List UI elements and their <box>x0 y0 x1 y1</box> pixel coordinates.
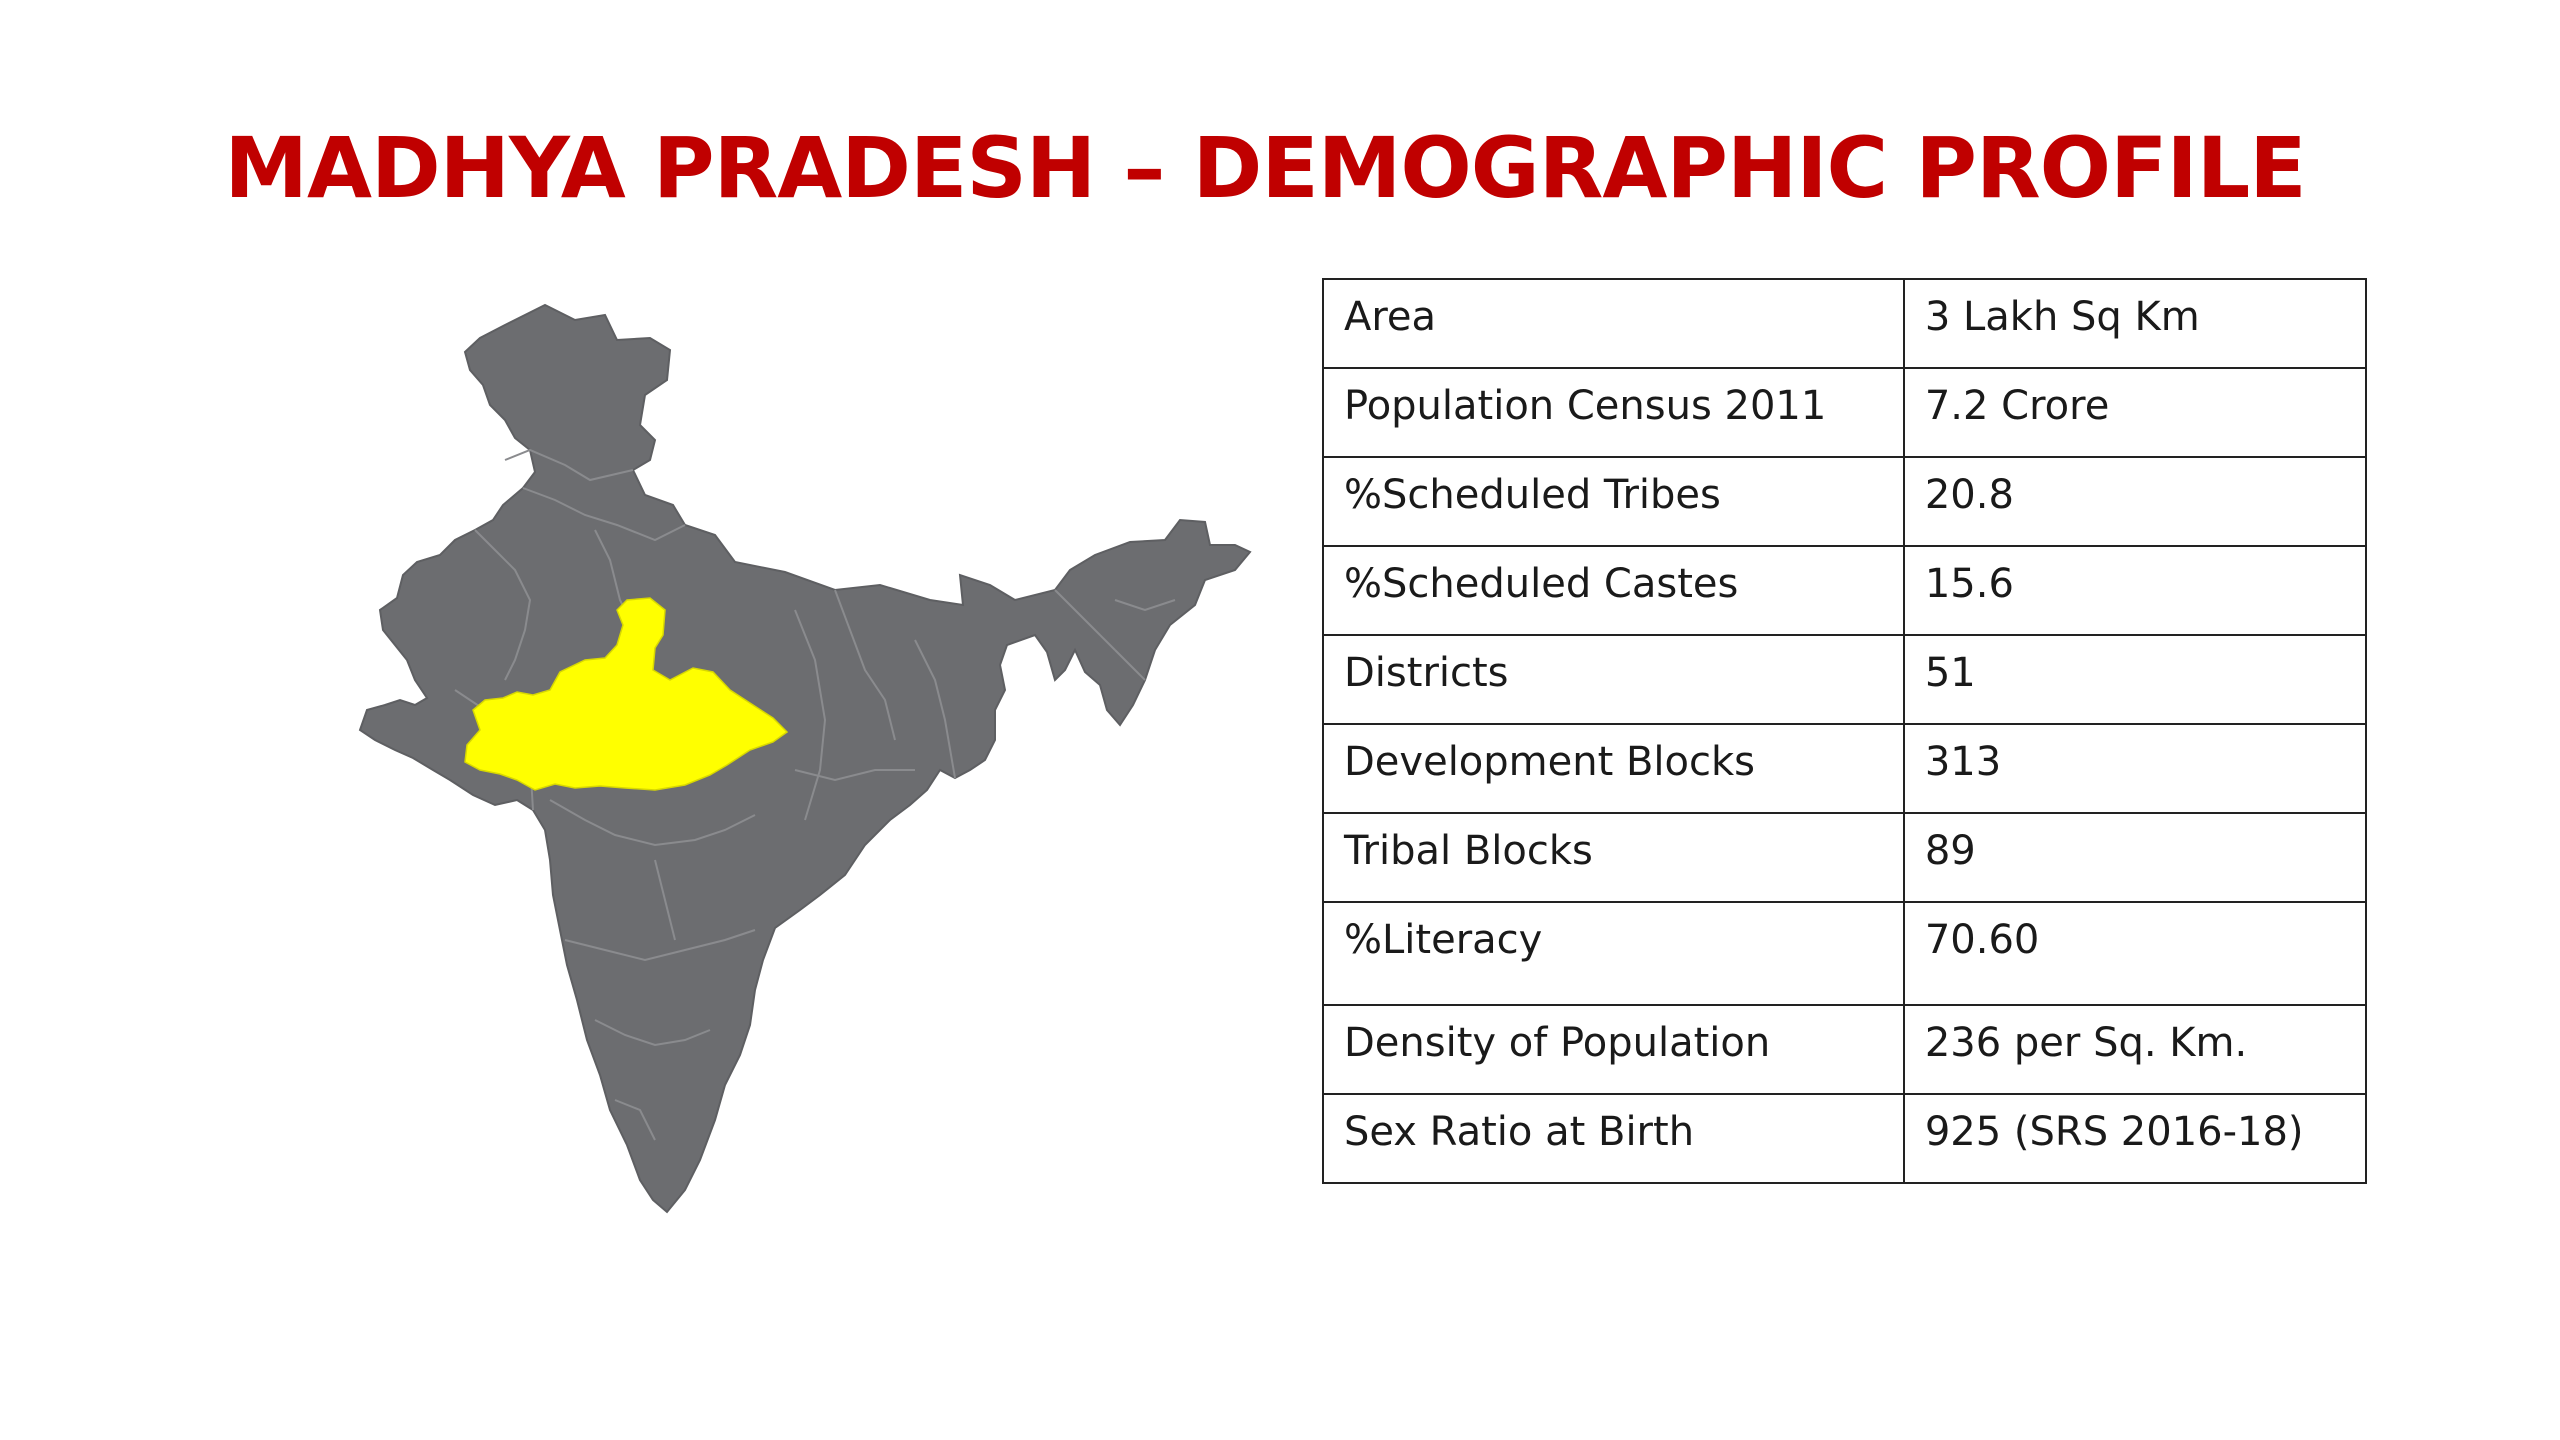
india-outline <box>358 303 1252 1214</box>
madhya-pradesh-highlight <box>464 597 789 791</box>
row-value: 925 (SRS 2016-18) <box>1902 1093 2368 1184</box>
row-value: 89 <box>1902 812 2368 903</box>
table-row-scheduled-tribes: %Scheduled Tribes 20.8 <box>1322 456 2368 547</box>
row-value: 15.6 <box>1902 545 2368 636</box>
table-row-scheduled-castes: %Scheduled Castes 15.6 <box>1322 545 2368 636</box>
row-label: Density of Population <box>1322 1004 1905 1095</box>
table-row-sex-ratio: Sex Ratio at Birth 925 (SRS 2016-18) <box>1322 1093 2368 1184</box>
table-row-districts: Districts 51 <box>1322 634 2368 725</box>
row-value: 313 <box>1902 723 2368 814</box>
table-row-development-blocks: Development Blocks 313 <box>1322 723 2368 814</box>
row-value: 20.8 <box>1902 456 2368 547</box>
row-label: %Literacy <box>1322 901 1905 1006</box>
table-row-literacy: %Literacy 70.60 <box>1322 901 2368 1006</box>
row-label: Sex Ratio at Birth <box>1322 1093 1905 1184</box>
row-label: Tribal Blocks <box>1322 812 1905 903</box>
india-map-svg <box>358 303 1252 1214</box>
slide-title: MADHYA PRADESH – DEMOGRAPHIC PROFILE <box>224 119 2306 218</box>
demographic-profile-table: Area 3 Lakh Sq Km Population Census 2011… <box>1322 278 2368 1184</box>
state-borders <box>454 448 1176 1141</box>
table-row-tribal-blocks: Tribal Blocks 89 <box>1322 812 2368 903</box>
table-row-area: Area 3 Lakh Sq Km <box>1322 278 2368 369</box>
row-label: Development Blocks <box>1322 723 1905 814</box>
row-value: 70.60 <box>1902 901 2368 1006</box>
row-label: %Scheduled Castes <box>1322 545 1905 636</box>
row-value: 3 Lakh Sq Km <box>1902 278 2368 369</box>
table-row-density: Density of Population 236 per Sq. Km. <box>1322 1004 2368 1095</box>
india-map <box>355 300 1255 1235</box>
row-label: Districts <box>1322 634 1905 725</box>
row-value: 236 per Sq. Km. <box>1902 1004 2368 1095</box>
row-label: Area <box>1322 278 1905 369</box>
row-value: 7.2 Crore <box>1902 367 2368 458</box>
table-row-population: Population Census 2011 7.2 Crore <box>1322 367 2368 458</box>
row-value: 51 <box>1902 634 2368 725</box>
row-label: Population Census 2011 <box>1322 367 1905 458</box>
row-label: %Scheduled Tribes <box>1322 456 1905 547</box>
